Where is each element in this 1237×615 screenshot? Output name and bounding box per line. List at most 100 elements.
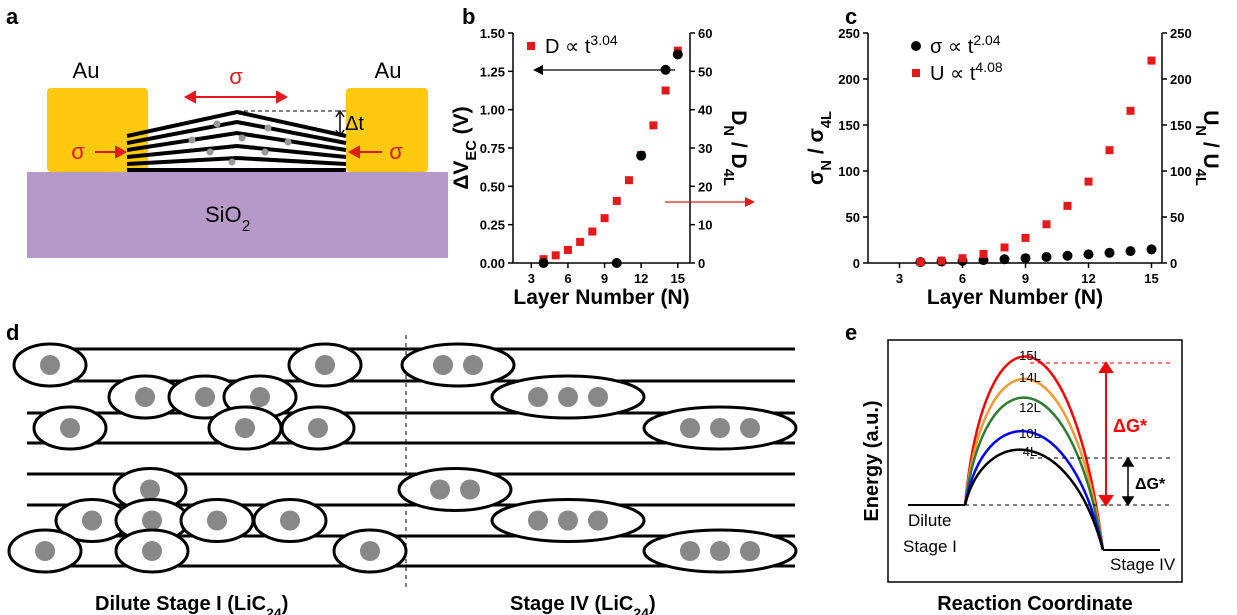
label: σ <box>229 64 243 89</box>
script: N <box>819 160 835 171</box>
curve-label: 14L <box>1019 370 1041 385</box>
panel-label: b <box>462 4 475 29</box>
li-ion <box>558 387 578 407</box>
point <box>1042 220 1051 229</box>
y-tick-label: 150 <box>838 118 860 133</box>
li-ion <box>528 510 548 531</box>
li-ion <box>710 541 730 561</box>
li-ion <box>142 510 162 531</box>
point <box>1083 249 1094 260</box>
frame <box>887 339 1183 583</box>
text: / U <box>1199 136 1222 169</box>
intercalation-pocket <box>400 342 516 388</box>
y2-tick-label: 100 <box>1170 164 1192 179</box>
label: σ <box>389 139 403 164</box>
point <box>636 150 647 161</box>
energy-curves <box>963 355 1105 551</box>
panel-e: ΔG* ΔG* 15L 14L 12L 10L 4L Dilute Stage … <box>861 339 1183 615</box>
li-ion <box>360 541 380 561</box>
annotation-arrow <box>745 197 755 207</box>
x-tick-label: 6 <box>959 271 966 286</box>
li-ion <box>680 418 700 438</box>
dg-arrow <box>1121 456 1135 507</box>
legend-marker <box>912 69 920 77</box>
y2-tick-label: 30 <box>698 141 712 156</box>
li-ion <box>60 418 80 438</box>
point <box>1084 177 1093 186</box>
text: SiO <box>205 202 242 227</box>
li-ion <box>588 387 608 407</box>
script: 24 <box>266 605 282 615</box>
li-ion <box>460 479 480 500</box>
point <box>588 227 597 236</box>
y-tick-label: 1.50 <box>480 26 505 41</box>
panel-label: a <box>6 4 19 29</box>
x-tick-label: 15 <box>671 271 685 286</box>
y-tick-label: 0.00 <box>480 256 505 271</box>
script: 2 <box>242 218 251 235</box>
text: (V) <box>450 106 473 140</box>
point <box>916 258 925 267</box>
text: / σ <box>805 128 828 160</box>
point <box>660 64 671 75</box>
text: ) <box>282 593 289 615</box>
li-ion <box>195 387 215 407</box>
li-ion <box>740 541 760 561</box>
li-ion <box>430 479 450 500</box>
electrode <box>47 88 148 172</box>
legend-marker <box>911 41 921 51</box>
text: ΔV <box>450 161 473 190</box>
li-ion <box>710 418 730 438</box>
label: ΔG* <box>1113 416 1147 436</box>
point <box>958 254 967 263</box>
li-ion <box>315 355 335 375</box>
y-tick-label: 0.50 <box>480 179 505 194</box>
script: 2.04 <box>973 32 1000 48</box>
point <box>611 258 622 268</box>
text: Dilute Stage I (LiC <box>95 593 266 615</box>
y2-tick-label: 20 <box>698 179 712 194</box>
label: ΔG* <box>1135 476 1166 493</box>
li-ion <box>680 541 700 561</box>
point <box>538 258 549 268</box>
x-tick-label: 3 <box>528 271 535 286</box>
y-tick-label: 1.00 <box>480 103 505 118</box>
text: Stage IV (LiC <box>510 593 633 615</box>
curve-label: 15L <box>1019 348 1041 363</box>
x-tick-label: 6 <box>564 271 571 286</box>
x-tick-label: 3 <box>896 271 903 286</box>
point <box>979 249 988 258</box>
li-ion <box>140 479 160 500</box>
y-tick-label: 0 <box>853 256 860 271</box>
point <box>576 237 585 246</box>
x-tick-label: 9 <box>601 271 608 286</box>
axis-label: Energy (a.u.) <box>861 400 883 521</box>
script: 4L <box>1192 169 1208 186</box>
y2-tick-label: 50 <box>698 64 712 79</box>
point <box>1063 201 1072 210</box>
dim-arrow <box>335 109 345 138</box>
text: / D <box>727 136 750 169</box>
stress-arrows <box>95 90 382 159</box>
y2-tick-label: 0 <box>698 256 705 271</box>
y2-tick-label: 150 <box>1170 118 1192 133</box>
li-ion <box>250 387 270 407</box>
point <box>1062 250 1073 261</box>
point <box>649 121 658 130</box>
li-ion <box>142 541 162 561</box>
x-tick-label: 9 <box>1022 271 1029 286</box>
point <box>999 254 1010 265</box>
label: Au <box>73 58 100 83</box>
y2-tick-label: 50 <box>1170 210 1184 225</box>
y-tick-label: 0.75 <box>480 141 505 156</box>
y2-tick-label: 40 <box>698 103 712 118</box>
substrate <box>27 172 448 258</box>
y2-tick-label: 10 <box>698 218 712 233</box>
point <box>1105 146 1114 155</box>
x-axis-label: Layer Number (N) <box>927 286 1103 309</box>
script: N <box>720 125 736 136</box>
label: Stage I <box>903 537 957 556</box>
y-tick-label: 200 <box>838 72 860 87</box>
curve-label: 4L <box>1023 444 1037 459</box>
